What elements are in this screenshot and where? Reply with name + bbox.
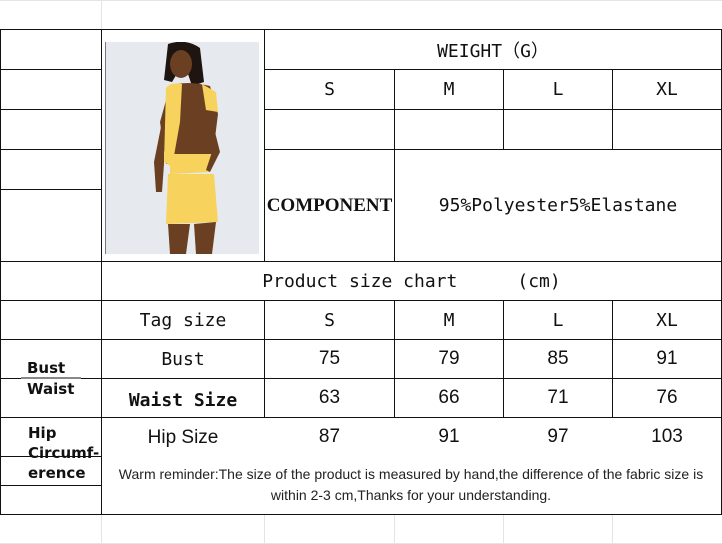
bust-l: 85 xyxy=(547,348,569,369)
tag-size-label: Tag size xyxy=(139,309,227,331)
weight-size-xl: XL xyxy=(656,79,678,100)
product-photo xyxy=(105,42,259,254)
waist-s: 63 xyxy=(318,387,341,408)
waist-label: Waist Size xyxy=(128,389,238,411)
bust-xl: 91 xyxy=(656,348,678,369)
side-label-circumference-1: Circumf- xyxy=(28,444,100,462)
bust-s: 75 xyxy=(318,348,341,369)
hip-m: 91 xyxy=(438,426,460,447)
hip-label: Hip Size xyxy=(147,427,219,448)
warm-reminder-note: Warm reminder:The size of the product is… xyxy=(118,466,704,503)
hip-l: 97 xyxy=(547,426,569,447)
waist-xl: 76 xyxy=(656,387,678,408)
hip-s: 87 xyxy=(318,426,341,447)
bust-m: 79 xyxy=(438,348,460,369)
side-label-hip: Hip xyxy=(28,424,57,442)
side-label-bust: Bust xyxy=(27,359,66,377)
component-value: 95%Polyester5%Elastane xyxy=(438,195,678,216)
side-label-circumference-2: erence xyxy=(28,464,86,482)
side-label-waist: Waist xyxy=(27,380,75,398)
size-l: L xyxy=(552,309,564,331)
hip-xl: 103 xyxy=(651,426,683,447)
bust-label: Bust xyxy=(161,348,205,370)
chart-unit: (cm) xyxy=(517,270,561,292)
weight-size-l: L xyxy=(552,79,564,100)
size-m: M xyxy=(443,309,455,331)
size-xl: XL xyxy=(656,309,678,331)
weight-size-m: M xyxy=(443,79,455,100)
chart-title: Product size chart xyxy=(262,270,458,292)
waist-m: 66 xyxy=(438,387,460,408)
weight-header: WEIGHT（G） xyxy=(437,40,549,62)
weight-size-s: S xyxy=(324,79,335,100)
component-label: COMPONENT xyxy=(266,194,393,216)
waist-l: 71 xyxy=(547,387,569,408)
size-s: S xyxy=(324,309,335,331)
chart-title-row: Product size chart (cm) xyxy=(102,262,721,300)
